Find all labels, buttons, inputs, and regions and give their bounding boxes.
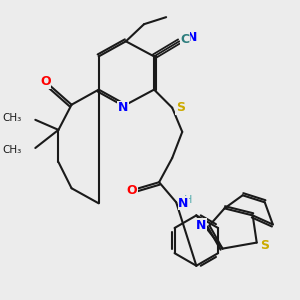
Text: CH₃: CH₃ — [2, 113, 21, 123]
Text: S: S — [176, 101, 185, 114]
Text: O: O — [40, 75, 51, 88]
Text: H: H — [184, 195, 193, 205]
Text: CH₃: CH₃ — [2, 145, 21, 155]
Text: N: N — [196, 219, 207, 232]
Text: N: N — [187, 31, 198, 44]
Text: S: S — [260, 239, 269, 252]
Text: C: C — [180, 33, 189, 46]
Text: N: N — [178, 197, 189, 210]
Text: O: O — [127, 184, 137, 197]
Text: N: N — [118, 101, 128, 114]
